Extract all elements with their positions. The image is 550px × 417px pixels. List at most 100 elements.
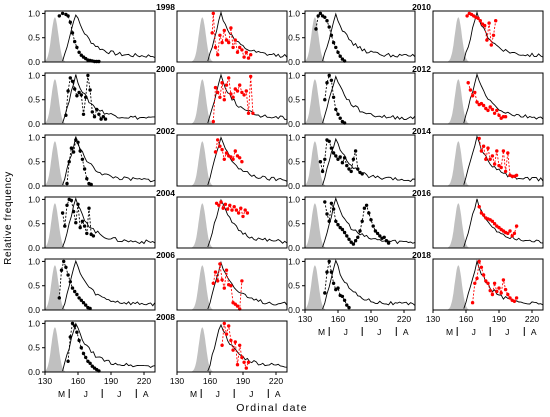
data-point [490,292,495,297]
y-tick-label: 0.5 [28,157,40,167]
data-point [360,172,364,176]
data-point [481,103,486,108]
data-point [353,239,358,243]
activity-line [322,259,416,310]
activity-line [207,323,288,372]
data-point [66,14,70,18]
data-point [233,149,237,153]
year-label: 2010 [412,2,431,12]
data-point [68,20,73,24]
x-tick-label: 130 [426,314,440,324]
panel-frame [432,10,544,63]
month-label: J [216,389,220,399]
data-point [497,113,501,118]
x-tick-label: 190 [364,314,378,324]
data-point [492,111,497,116]
y-tick-label: 0.0 [28,57,40,67]
data-point [231,95,235,100]
data-point [329,201,334,205]
data-point [101,115,106,119]
data-point [510,234,514,238]
data-point [316,14,320,18]
data-point [490,219,495,223]
panel-2018-right: 2018 130 160 190 220 M J J A [412,250,544,337]
panel-2000-left: 0.0 0.5 1.0 [28,70,156,129]
month-label: M [58,389,65,399]
data-point [88,306,92,311]
y-tick-label: 1.0 [28,256,40,266]
data-point [233,340,237,344]
data-point [501,149,506,153]
data-point [336,223,340,227]
data-point [222,157,226,161]
panel-2014-left: 0.0 0.5 1.0 [288,132,416,191]
data-point [331,151,336,155]
data-point [358,229,362,233]
data-point [60,211,65,215]
panel-frame [176,10,288,63]
data-point [334,154,338,158]
activity-line [322,137,416,186]
data-point [360,219,364,223]
data-point [338,116,342,120]
data-point [473,90,477,95]
emergence-area [45,327,69,372]
data-point [499,165,503,170]
data-point [218,262,222,266]
data-point [86,73,90,78]
activity-line [62,322,156,372]
panel-frame [44,10,156,63]
x-tick-label: 220 [525,314,539,324]
data-point [76,202,80,206]
data-point [84,355,88,360]
y-tick-label: 1.0 [28,70,40,80]
activity-line [322,197,416,248]
data-point [479,101,484,106]
x-tick-label: 190 [492,314,506,324]
emergence-area [305,141,329,186]
month-label: M [318,327,325,337]
month-label: J [377,327,381,337]
data-point [342,156,347,160]
data-point [514,224,519,228]
x-axis-label: Ordinal date [236,402,308,414]
data-point [68,280,73,284]
data-point [77,338,81,343]
month-label: A [143,389,149,399]
data-point [88,88,92,92]
data-point [233,38,237,42]
data-point [64,113,68,118]
activity-line [62,259,156,310]
data-point [481,144,486,148]
panel-frame [432,134,544,187]
data-point [503,115,508,119]
emergence-area [177,141,217,186]
year-label: 2018 [412,250,431,260]
data-point [68,76,73,80]
panel-2012-right: 2012 [412,64,544,125]
y-tick-label: 0.0 [28,181,40,191]
y-tick-label: 0.5 [288,95,300,105]
y-tick-label: 0.0 [288,243,300,253]
data-point [211,11,215,16]
data-point [70,31,75,35]
y-tick-label: 1.0 [288,132,300,142]
activity-line [62,14,156,62]
data-point [224,151,229,155]
data-point [59,268,64,272]
data-point [475,100,479,104]
data-point [490,154,495,158]
data-point [506,292,510,297]
data-point [231,348,235,352]
data-point [224,332,229,336]
emergence-area [45,203,69,248]
data-point [66,273,70,277]
data-point [477,136,481,141]
emergence-area [433,141,473,186]
panel-frame [304,196,416,249]
data-point [224,83,229,87]
month-label: J [344,327,348,337]
data-point [66,359,70,363]
data-point [230,208,234,212]
